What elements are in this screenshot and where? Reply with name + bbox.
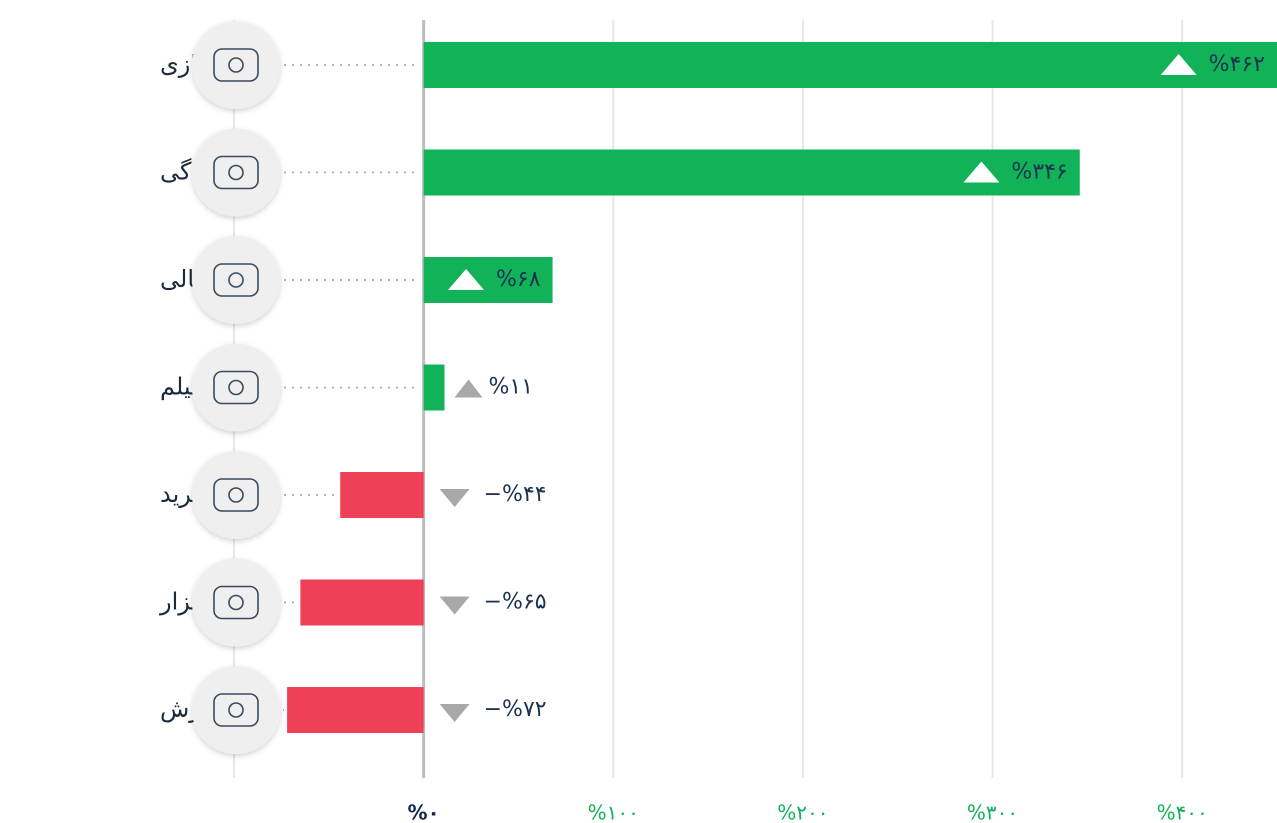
trend-icon <box>439 704 470 722</box>
bar <box>340 472 424 518</box>
category-icon <box>192 343 280 432</box>
x-tick-label: %۴۰۰ <box>1157 801 1208 823</box>
trend-icon <box>448 269 485 290</box>
x-tick-label: %۱۰۰ <box>588 801 639 823</box>
category-icon <box>192 451 280 539</box>
icon-glyph <box>228 487 244 503</box>
value-label: −%۷۲ <box>484 697 547 722</box>
category-icon <box>192 128 280 217</box>
icon-glyph <box>228 379 244 396</box>
x-tick-label: %۳۰۰ <box>967 801 1018 823</box>
value-label: %۶۸ <box>496 267 541 292</box>
icon-glyph <box>213 155 259 190</box>
bar <box>423 364 445 411</box>
icon-glyph <box>213 478 259 512</box>
bar <box>300 579 424 626</box>
value-label: −%۴۴ <box>484 482 547 507</box>
category-icon <box>192 236 280 324</box>
value-label: %۱۱ <box>488 375 533 400</box>
bar <box>423 42 1277 88</box>
icon-glyph <box>228 702 244 718</box>
trend-icon <box>439 489 470 507</box>
value-label: %۳۴۶ <box>1011 160 1067 185</box>
icon-glyph <box>228 164 244 181</box>
trend-icon <box>1160 54 1197 75</box>
trend-icon <box>454 379 483 398</box>
trend-icon <box>439 596 470 615</box>
bar <box>423 149 1080 196</box>
x-tick-label: %۲۰۰ <box>777 801 828 823</box>
icon-glyph <box>213 370 259 405</box>
x-tick-label: %۰ <box>408 801 440 823</box>
value-label: −%۶۵ <box>484 590 547 615</box>
category-icon <box>192 558 280 647</box>
value-label: %۴۶۲ <box>1209 52 1265 77</box>
icon-glyph <box>228 272 244 288</box>
icon-glyph <box>213 263 259 297</box>
icon-glyph <box>213 693 259 727</box>
icon-glyph <box>213 585 259 620</box>
trend-icon <box>963 161 1000 183</box>
icon-glyph <box>213 48 259 82</box>
bar <box>287 687 424 733</box>
category-icon <box>192 666 280 754</box>
icon-glyph <box>228 57 244 73</box>
bar <box>423 257 553 303</box>
category-icon <box>192 21 280 109</box>
icon-glyph <box>228 594 244 611</box>
